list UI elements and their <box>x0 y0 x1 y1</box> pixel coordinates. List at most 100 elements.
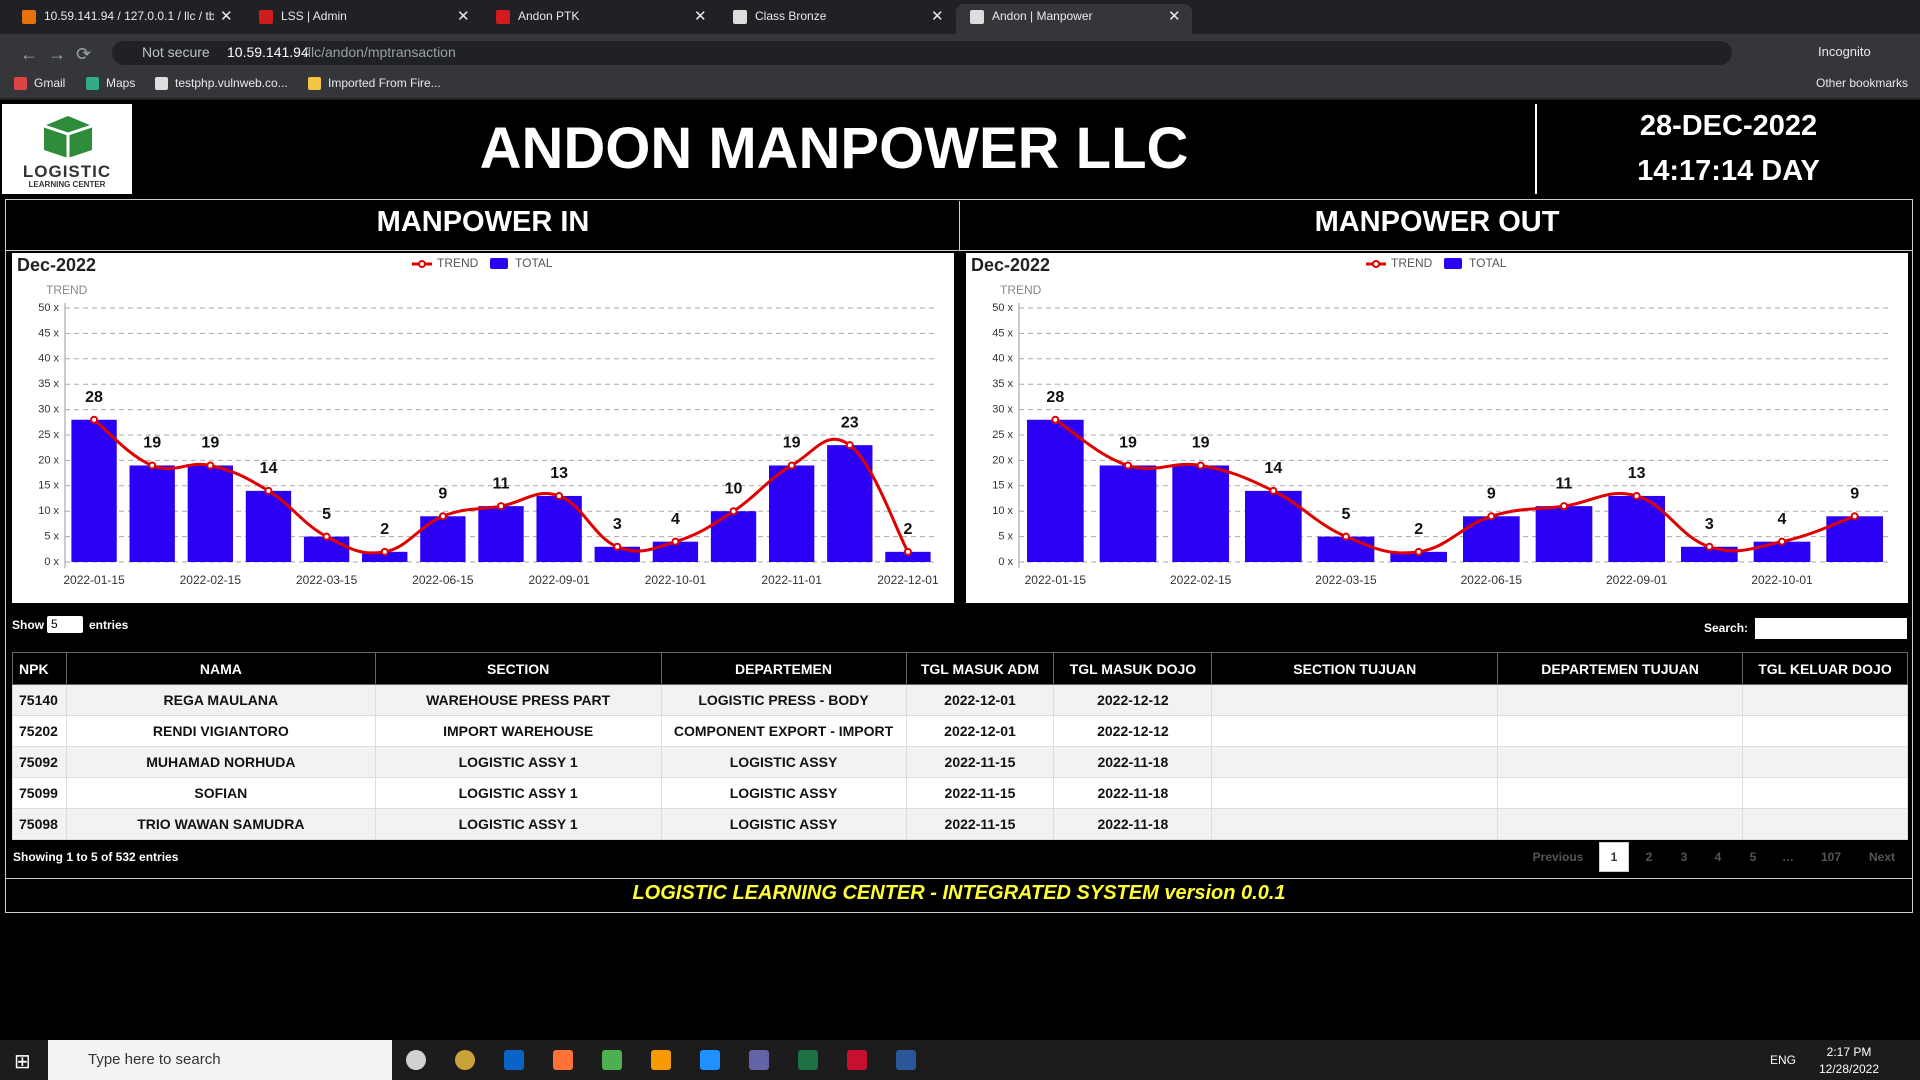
show-label: Show <box>12 618 44 632</box>
taskbar-app[interactable] <box>651 1050 671 1070</box>
chart: Dec-2022 TREND 0 x 5 x 10 x 15 x 20 x 25 x 30 x 3… <box>12 253 954 603</box>
table-cell: LOGISTIC ASSY <box>660 808 907 840</box>
trend-point <box>845 441 854 450</box>
table-row: 75099 SOFIAN LOGISTIC ASSY 1 LOGISTIC ASSY 2… <box>12 777 1909 809</box>
url-host: 10.59.141.94 <box>227 44 309 60</box>
bookmark[interactable]: Gmail <box>34 76 66 90</box>
taskbar-app[interactable] <box>553 1050 573 1070</box>
table-cell <box>1741 777 1909 809</box>
current-page <box>1599 842 1629 872</box>
taskbar-app[interactable] <box>455 1050 475 1070</box>
profile[interactable]: Incognito <box>1818 44 1871 59</box>
bookmark[interactable]: Imported From Fire... <box>328 76 441 90</box>
x-tick-label: 2022-02-15 <box>1170 573 1232 587</box>
x-tick-label: 2022-06-15 <box>1461 573 1523 587</box>
tab-close[interactable]: ✕ <box>694 8 707 25</box>
bookmark[interactable]: Maps <box>106 76 136 90</box>
legend-swatch <box>490 258 508 269</box>
page-button[interactable]: Next <box>1868 850 1895 864</box>
table-cell: LOGISTIC ASSY 1 <box>374 808 662 840</box>
tab-title[interactable]: Andon | Manpower <box>992 9 1093 23</box>
nav-buttons[interactable]: ← → ⟳ <box>20 44 92 64</box>
tab-title[interactable]: Andon PTK <box>518 9 580 23</box>
data-table: NPK NAMA SECTION DEPARTEMEN TGL MASUK ADM TGL… <box>12 652 1909 840</box>
tab-close[interactable]: ✕ <box>457 8 470 25</box>
language: ENG <box>1770 1053 1797 1067</box>
bar <box>362 551 408 562</box>
tab-close[interactable]: ✕ <box>931 8 944 25</box>
trend-point <box>1414 547 1423 556</box>
trend-point <box>903 547 912 556</box>
column-header[interactable]: NAMA <box>65 652 376 685</box>
tab-title[interactable]: Class Bronze <box>755 9 827 23</box>
search-input[interactable] <box>1755 618 1907 639</box>
taskbar-app[interactable] <box>749 1050 769 1070</box>
trend-point <box>1269 486 1278 495</box>
table-cell <box>1497 808 1743 840</box>
tab-title[interactable]: 10.59.141.94 / 127.0.0.1 / llc / tbl <box>44 9 214 23</box>
taskbar-app[interactable] <box>406 1050 426 1070</box>
trend-point <box>1778 537 1786 546</box>
legend-label: TREND <box>437 256 479 270</box>
taskbar-app[interactable] <box>847 1050 867 1070</box>
trend-point <box>1051 415 1060 424</box>
logo-title: LOGISTIC <box>22 162 112 181</box>
tab-close[interactable]: ✕ <box>1168 8 1181 25</box>
legend-label: TOTAL <box>515 256 553 270</box>
page-button[interactable]: 2 <box>1645 850 1653 864</box>
table-cell: 75140 <box>12 684 67 716</box>
column-header[interactable]: DEPARTEMEN <box>660 652 907 685</box>
taskbar-app[interactable] <box>504 1050 524 1070</box>
taskbar-app[interactable] <box>896 1050 916 1070</box>
tab-icon <box>733 10 747 24</box>
bar <box>768 465 815 562</box>
data-label: 19 <box>1119 435 1137 452</box>
time: 14:17:14 DAY <box>1637 155 1820 187</box>
start-button[interactable]: ⊞ <box>14 1051 31 1073</box>
page-button[interactable]: Previous <box>1532 850 1584 864</box>
table-cell: 2022-12-12 <box>1053 684 1213 716</box>
taskbar-app[interactable] <box>798 1050 818 1070</box>
taskbar-search[interactable] <box>48 1040 392 1080</box>
page-button[interactable]: 3 <box>1680 850 1688 864</box>
column-header[interactable]: TGL MASUK ADM <box>905 652 1055 685</box>
y-tick-label: 5 x <box>998 531 1013 543</box>
column-header[interactable]: SECTION <box>374 652 662 685</box>
column-header[interactable]: NPK <box>12 652 67 685</box>
column-header[interactable]: SECTION TUJUAN <box>1211 652 1499 685</box>
column-header[interactable]: TGL MASUK DOJO <box>1053 652 1213 685</box>
tab-title[interactable]: LSS | Admin <box>281 9 347 23</box>
bar <box>303 536 350 562</box>
data-label: 4 <box>1778 511 1787 528</box>
column-header[interactable]: TGL KELUAR DOJO <box>1741 652 1909 685</box>
page-button[interactable]: 5 <box>1749 850 1757 864</box>
trend-point <box>1196 461 1205 470</box>
page-button[interactable]: 1 <box>1610 850 1618 864</box>
other-bookmarks[interactable]: Other bookmarks <box>1816 76 1909 90</box>
bookmark[interactable]: testphp.vulnweb.co... <box>175 76 288 90</box>
chart-title: Dec-2022 <box>971 255 1050 275</box>
taskbar-app[interactable] <box>602 1050 622 1070</box>
clock-date: 12/28/2022 <box>1818 1062 1880 1076</box>
page-button[interactable]: 107 <box>1820 850 1842 864</box>
page-length-select[interactable]: 5 <box>47 616 83 633</box>
bar <box>1099 465 1157 562</box>
panel-rule <box>6 250 1912 251</box>
page-button[interactable]: 4 <box>1714 850 1722 864</box>
clock-time: 2:17 PM <box>1826 1045 1872 1059</box>
y-tick-label: 15 x <box>992 480 1013 492</box>
bar <box>1535 506 1593 562</box>
data-label: 2 <box>1414 521 1423 538</box>
x-tick-label: 2022-01-15 <box>63 573 125 587</box>
table-cell: MUHAMAD NORHUDA <box>65 746 376 778</box>
active-tab <box>956 4 1192 34</box>
chart: Dec-2022 TREND 0 x 5 x 10 x 15 x 20 x 25 x 30 x 3… <box>966 253 1908 603</box>
tab-close[interactable]: ✕ <box>220 8 233 25</box>
trend-point <box>148 461 157 470</box>
table-cell <box>1211 808 1499 840</box>
omnibox[interactable] <box>112 41 1732 65</box>
page-button[interactable]: … <box>1782 850 1794 864</box>
column-header[interactable]: DEPARTEMEN TUJUAN <box>1497 652 1743 685</box>
taskbar-app[interactable] <box>700 1050 720 1070</box>
data-label: 13 <box>1628 465 1646 482</box>
